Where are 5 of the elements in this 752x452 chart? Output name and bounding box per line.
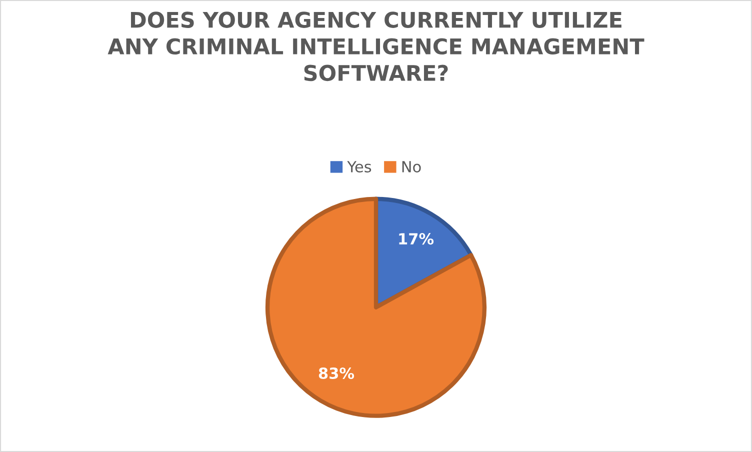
legend-label: No [402, 161, 421, 172]
data-label: 17% [399, 233, 434, 245]
data-label: 83% [318, 367, 354, 380]
chart-title: DOES YOUR AGENCY CURRENTLY UTILIZE ANY CRIMINAL INTELLIGENCE MANAGEMENT SOFTWARE? [108, 12, 644, 82]
legend-label: Yes [347, 161, 372, 172]
